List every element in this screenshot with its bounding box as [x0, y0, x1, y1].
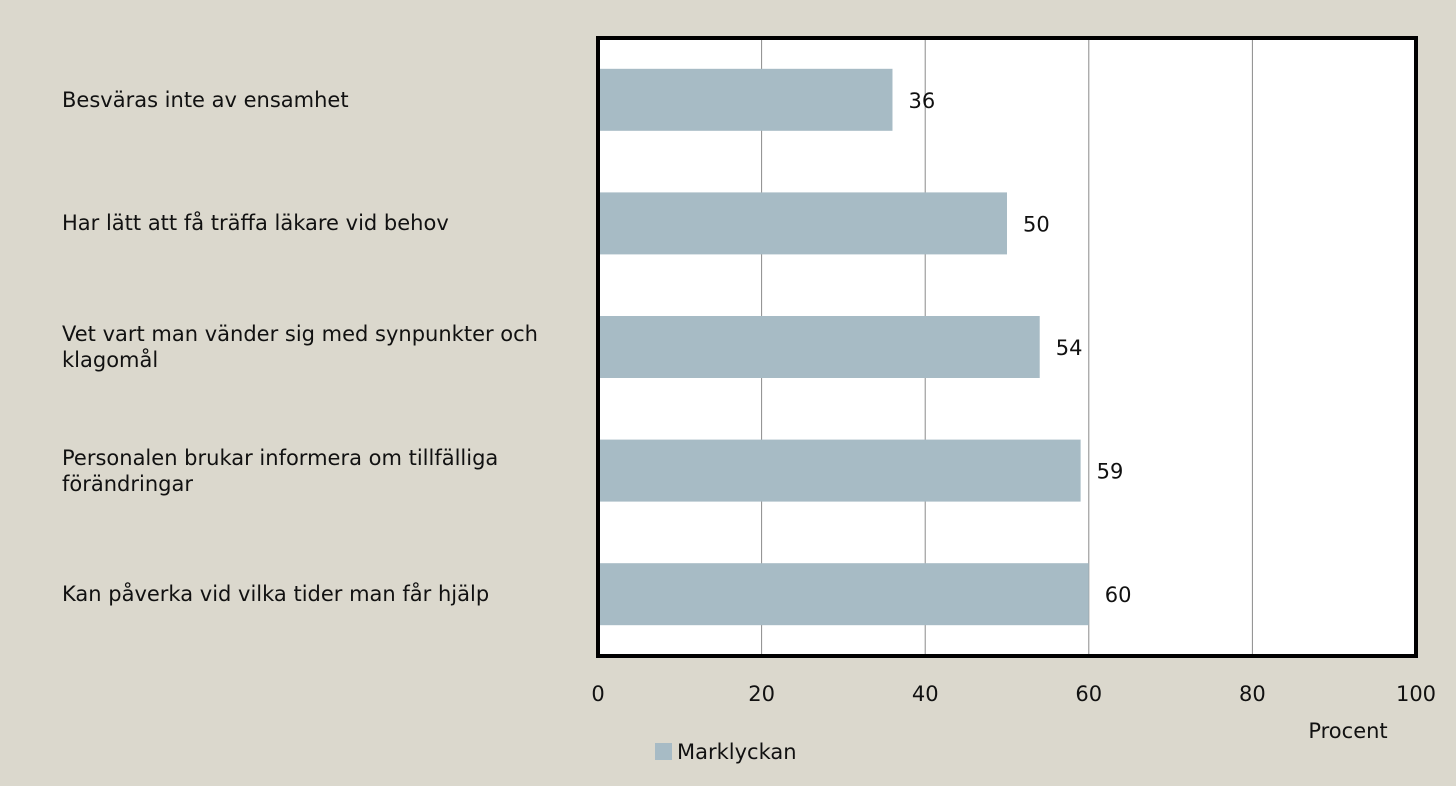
bar	[598, 439, 1081, 502]
category-label: Personalen brukar informera om tillfälli…	[62, 445, 499, 496]
category-label: Vet vart man vänder sig med synpunkter o…	[62, 322, 538, 372]
bar	[598, 316, 1040, 378]
x-tick-label: 0	[591, 682, 604, 706]
data-label: 50	[1023, 212, 1050, 236]
bar	[598, 563, 1089, 626]
x-tick-label: 20	[748, 682, 775, 706]
legend-label: Marklyckan	[677, 740, 797, 764]
x-axis-label: Procent	[1308, 719, 1387, 743]
data-label: 54	[1056, 336, 1083, 360]
legend-swatch	[655, 743, 672, 760]
x-tick-label: 60	[1075, 682, 1102, 706]
category-label: Besväras inte av ensamhet	[62, 87, 349, 112]
data-label: 36	[908, 89, 935, 113]
data-label: 60	[1105, 583, 1132, 607]
x-tick-label: 100	[1396, 682, 1436, 706]
category-label: Har lätt att få träffa läkare vid behov	[62, 211, 449, 236]
data-label: 59	[1097, 460, 1124, 484]
bar	[598, 68, 893, 131]
x-tick-label: 80	[1239, 682, 1266, 706]
bar	[598, 192, 1007, 255]
x-tick-label: 40	[912, 682, 939, 706]
frame	[596, 36, 1418, 658]
category-label: Kan påverka vid vilka tider man får hjäl…	[62, 582, 490, 607]
